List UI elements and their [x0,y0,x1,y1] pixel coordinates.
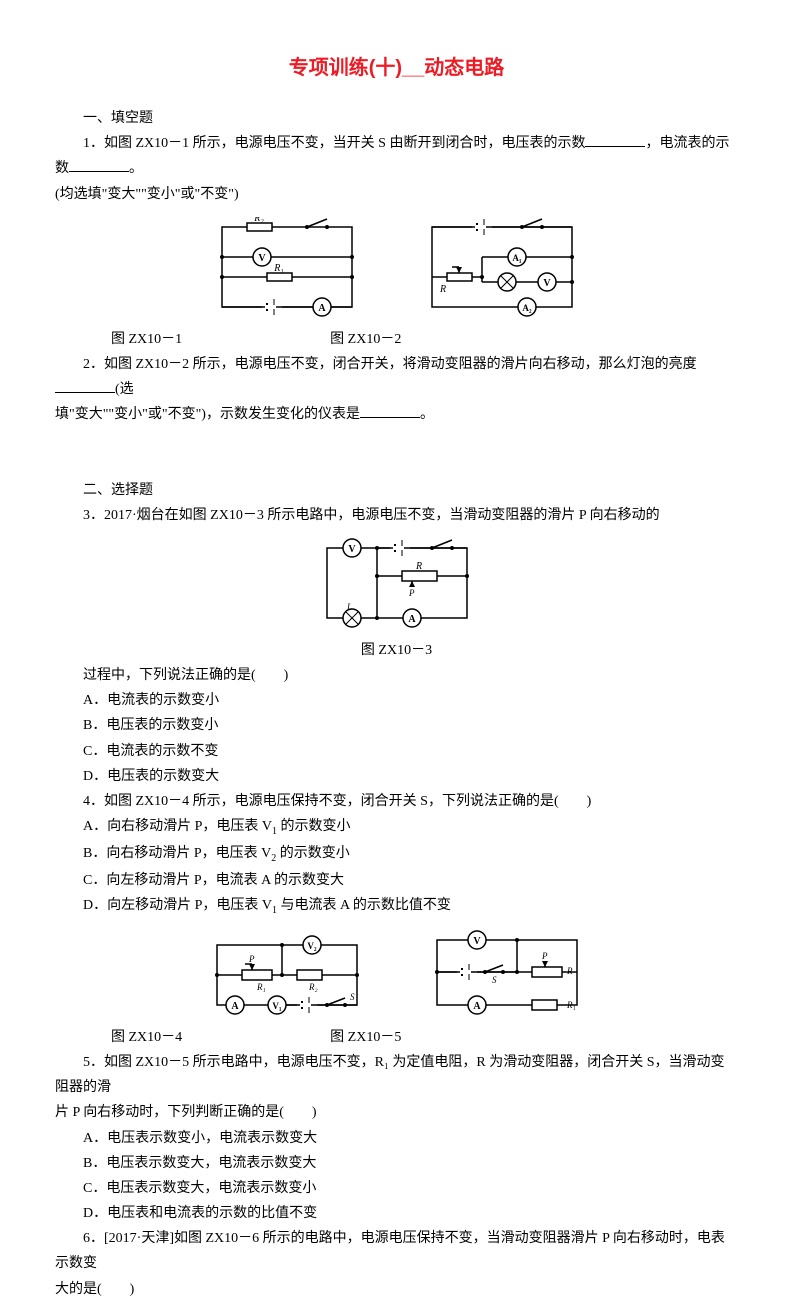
caption-zx10-2: 图 ZX10－2 [302,327,401,352]
svg-text:R₁: R₁ [273,263,284,274]
section1-header: 一、填空题 [55,106,738,131]
svg-text:V: V [258,253,266,264]
q2-blank2 [360,404,420,418]
figure-row-1: R₂ S V R₁ A S A₁ [55,217,738,317]
svg-text:A: A [408,614,416,625]
svg-text:P: P [541,951,548,961]
q2-line1: 2．如图 ZX10－2 所示，电源电压不变，闭合开关，将滑动变阻器的滑片向右移动… [55,352,738,402]
svg-text:R₂: R₂ [308,982,318,992]
svg-text:R: R [414,561,421,572]
svg-text:R₁: R₁ [256,982,266,992]
q4b-before: B．向右移动滑片 P，电压表 V [83,846,271,861]
q4-optA: A．向右移动滑片 P，电压表 V1 的示数变小 [55,814,738,841]
q4a-after: 的示数变小 [277,819,351,834]
svg-text:R₁: R₁ [566,1000,576,1010]
q1-blank1 [585,133,645,147]
q2-l2-before: 填"变大""变小"或"不变")，示数发生变化的仪表是 [55,407,360,422]
svg-text:S: S [314,217,319,220]
q5-optB: B．电压表示数变大，电流表示数变大 [55,1151,738,1176]
q3-optA: A．电流表的示数变小 [55,688,738,713]
caption-zx10-5: 图 ZX10－5 [302,1025,401,1050]
q4-optD: D．向左移动滑片 P，电压表 V1 与电流表 A 的示数比值不变 [55,893,738,920]
svg-text:A₁: A₁ [512,253,521,263]
q6-l2: 大的是( ) [55,1277,738,1302]
q1-text: 1．如图 ZX10－1 所示，电源电压不变，当开关 S 由断开到闭合时，电压表的… [55,131,738,181]
q3-stem: 过程中，下列说法正确的是( ) [55,663,738,688]
caption-zx10-1: 图 ZX10－1 [83,327,182,352]
svg-text:V₂: V₂ [307,941,316,951]
svg-text:S: S [350,992,355,1002]
figure-zx10-3-wrap: V S R P L A [55,538,738,628]
q3-optB: B．电压表的示数变小 [55,713,738,738]
circuit-zx10-3: V S R P L A [317,538,477,628]
q4d-before: D．向左移动滑片 P，电压表 V [83,898,272,913]
q4d-after: 与电流表 A 的示数比值不变 [277,898,451,913]
svg-text:R: R [439,284,446,295]
svg-text:P: P [248,954,255,964]
caption-zx10-3: 图 ZX10－3 [55,638,738,663]
q5-optC: C．电压表示数变大，电流表示数变小 [55,1176,738,1201]
q1-before: 1．如图 ZX10－1 所示，电源电压不变，当开关 S 由断开到闭合时，电压表的… [83,136,585,151]
q3-optD: D．电压表的示数变大 [55,764,738,789]
svg-text:S: S [492,975,497,985]
circuit-zx10-1: R₂ S V R₁ A [212,217,362,317]
q4-optB: B．向右移动滑片 P，电压表 V2 的示数变小 [55,841,738,868]
circuit-zx10-5: V S P R A R₁ [427,930,587,1015]
q2-line2: 填"变大""变小"或"不变")，示数发生变化的仪表是 。 [55,402,738,427]
page-title: 专项训练(十)__动态电路 [55,50,738,86]
svg-text:V: V [473,936,481,947]
q6-l1: 6．[2017·天津]如图 ZX10－6 所示的电路中，电源电压保持不变，当滑动… [55,1226,738,1276]
q2-before: 2．如图 ZX10－2 所示，电源电压不变，闭合开关，将滑动变阻器的滑片向右移动… [83,357,697,372]
q2-blank1 [55,379,115,393]
caption-row-2: 图 ZX10－4 图 ZX10－5 [55,1025,738,1050]
svg-text:A: A [473,1001,481,1012]
q4a-before: A．向右移动滑片 P，电压表 V [83,819,272,834]
q2-mid: (选 [115,382,134,397]
svg-text:R: R [566,966,573,976]
circuit-zx10-4: V₂ P R₁ R₂ A V₁ S [207,930,367,1015]
q1-blank2 [69,158,129,172]
svg-text:V: V [543,278,551,289]
q5-optD: D．电压表和电流表的示数的比值不变 [55,1201,738,1226]
svg-text:R₂: R₂ [253,217,264,224]
svg-text:A: A [231,1001,239,1012]
svg-text:S: S [442,538,447,540]
svg-text:V₁: V₁ [272,1001,281,1011]
q1-hint: (均选填"变大""变小"或"不变") [55,182,738,207]
q3-optC: C．电流表的示数不变 [55,739,738,764]
figure-row-2: V₂ P R₁ R₂ A V₁ S V [55,930,738,1015]
q4b-after: 的示数变小 [276,846,350,861]
svg-text:V: V [348,544,356,555]
q1-end: 。 [129,161,143,176]
svg-text:A: A [318,303,326,314]
q4-optC: C．向左移动滑片 P，电流表 A 的示数变大 [55,868,738,893]
svg-text:A₂: A₂ [522,303,531,313]
q5-l1: 5．如图 ZX10－5 所示电路中，电源电压不变，R₁ 为定值电阻，R 为滑动变… [55,1050,738,1100]
caption-zx10-4: 图 ZX10－4 [83,1025,182,1050]
q4-text: 4．如图 ZX10－4 所示，电源电压保持不变，闭合开关 S，下列说法正确的是(… [55,789,738,814]
q3-text: 3．2017·烟台在如图 ZX10－3 所示电路中，电源电压不变，当滑动变阻器的… [55,503,738,528]
section2-header: 二、选择题 [55,478,738,503]
circuit-zx10-2: S A₁ V R A₂ [422,217,582,317]
svg-text:L: L [346,602,352,612]
svg-text:S: S [529,217,534,220]
svg-text:P: P [408,588,415,598]
q5-optA: A．电压表示数变小，电流表示数变大 [55,1126,738,1151]
q2-l2-end: 。 [420,407,434,422]
caption-row-1: 图 ZX10－1 图 ZX10－2 [55,327,738,352]
